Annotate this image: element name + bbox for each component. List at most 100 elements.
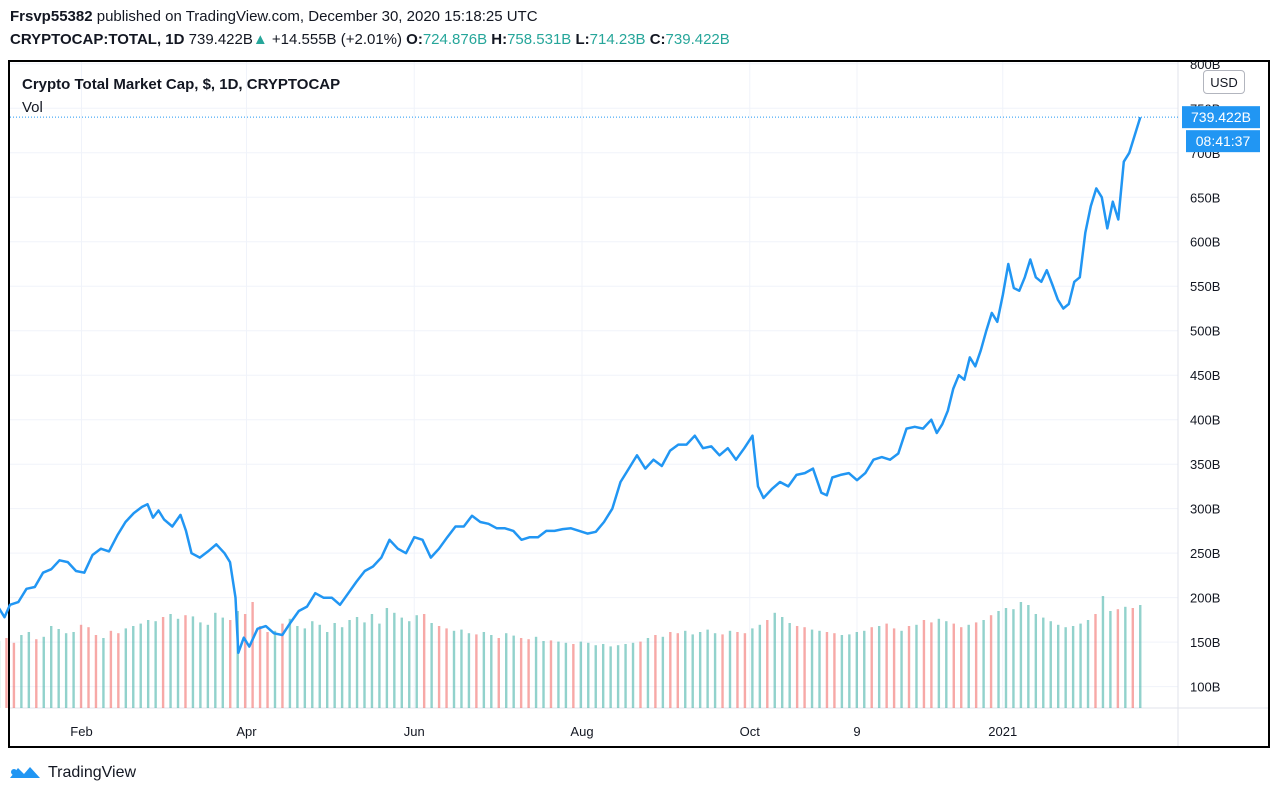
x-tick-label: Apr <box>236 724 257 739</box>
volume-bar <box>549 640 553 708</box>
y-tick-label: 350B <box>1190 457 1220 472</box>
volume-bar <box>266 632 269 708</box>
volume-bar <box>1094 614 1097 708</box>
volume-bar <box>258 626 262 708</box>
volume-bar <box>1071 626 1075 708</box>
volume-bar <box>661 636 665 708</box>
x-tick-label: 9 <box>853 724 860 739</box>
volume-bar <box>616 645 620 708</box>
volume-bar <box>825 632 829 708</box>
volume-bar <box>27 632 31 708</box>
volume-bar <box>94 635 98 708</box>
price-line <box>0 116 1142 655</box>
volume-bar <box>1064 627 1067 708</box>
volume-bar <box>728 630 732 708</box>
high-value: 758.531B <box>507 31 572 48</box>
volume-bar <box>79 624 83 708</box>
volume-bar <box>452 630 456 708</box>
volume-legend: Vol <box>22 99 43 116</box>
volume-bar <box>564 642 568 708</box>
volume-bar <box>42 636 45 708</box>
volume-bar <box>751 628 754 708</box>
volume-bar <box>1004 608 1008 708</box>
volume-bar <box>766 620 769 708</box>
y-tick-label: 450B <box>1190 368 1220 383</box>
chart-frame[interactable] <box>8 60 1270 748</box>
volume-bar <box>400 617 403 708</box>
volume-bar <box>184 615 187 708</box>
volume-bar <box>669 632 672 708</box>
y-tick-label: 800B <box>1190 57 1220 72</box>
x-tick-label: Oct <box>740 724 761 739</box>
volume-bar <box>460 629 463 708</box>
volume-bar <box>721 634 724 708</box>
volume-bar <box>5 638 8 708</box>
volume-bar <box>684 630 687 708</box>
volume-bar <box>1027 605 1030 708</box>
y-tick-label: 150B <box>1190 635 1220 650</box>
volume-bar <box>519 638 523 708</box>
volume-bar <box>318 624 321 708</box>
volume-bar <box>50 626 53 708</box>
volume-bar <box>12 642 16 708</box>
volume-bar <box>176 618 180 708</box>
volume-bar <box>803 627 806 708</box>
volume-bar <box>273 630 277 708</box>
volume-bar <box>1019 602 1023 708</box>
open-value: 724.876B <box>422 31 488 48</box>
volume-bar <box>967 624 970 708</box>
chart-legend-title: Crypto Total Market Cap, $, 1D, CRYPTOCA… <box>22 76 341 93</box>
volume-bar <box>326 632 329 708</box>
volume-bar <box>736 632 739 708</box>
volume-bar <box>35 639 38 708</box>
volume-bar <box>1139 605 1142 708</box>
volume-bar <box>1124 606 1127 708</box>
y-tick-label: 500B <box>1190 324 1220 339</box>
volume-bar <box>251 602 254 708</box>
y-tick-label: 650B <box>1190 190 1220 205</box>
y-tick-label: 300B <box>1190 502 1220 517</box>
volume-bar <box>408 621 411 708</box>
volume-bar <box>1131 608 1134 708</box>
volume-bar <box>229 620 232 708</box>
volume-bar <box>102 638 105 708</box>
volume-bar <box>810 629 814 708</box>
volume-bar <box>236 611 239 708</box>
countdown-value: 08:41:37 <box>1196 133 1251 149</box>
volume-bar <box>385 608 389 708</box>
low-value: 714.23B <box>589 31 646 48</box>
price-tag <box>1182 106 1260 129</box>
volume-bar <box>221 617 224 708</box>
up-arrow-icon: ▲ <box>252 31 268 48</box>
y-tick-label: 400B <box>1190 413 1220 428</box>
volume-bar <box>639 641 642 708</box>
volume-bar <box>877 626 881 708</box>
volume-bar <box>109 630 113 708</box>
volume-bar <box>870 627 873 708</box>
volume-bar <box>20 635 23 708</box>
volume-bar <box>139 623 142 708</box>
volume-bar <box>848 634 851 708</box>
close-label: C: <box>649 31 666 48</box>
volume-bar <box>698 632 702 708</box>
volume-bar <box>892 628 896 708</box>
volume-bar <box>378 623 381 708</box>
volume-bar <box>773 612 776 708</box>
volume-bar <box>154 621 157 708</box>
volume-bar <box>997 611 1000 708</box>
currency-button[interactable]: USD <box>1203 70 1245 94</box>
tradingview-icon <box>10 767 40 778</box>
volume-bar <box>348 620 351 708</box>
volume-bar <box>907 626 911 708</box>
publisher-name[interactable]: Frsvp55382 <box>10 8 93 25</box>
volume-bar <box>743 633 747 708</box>
volume-bar <box>467 633 471 708</box>
y-tick-label: 550B <box>1190 279 1220 294</box>
volume-bar <box>557 641 560 708</box>
volume-bar <box>288 618 292 708</box>
volume-bar <box>482 632 486 708</box>
volume-bar <box>437 626 441 708</box>
high-label: H: <box>491 31 508 48</box>
volume-bar <box>64 633 68 708</box>
